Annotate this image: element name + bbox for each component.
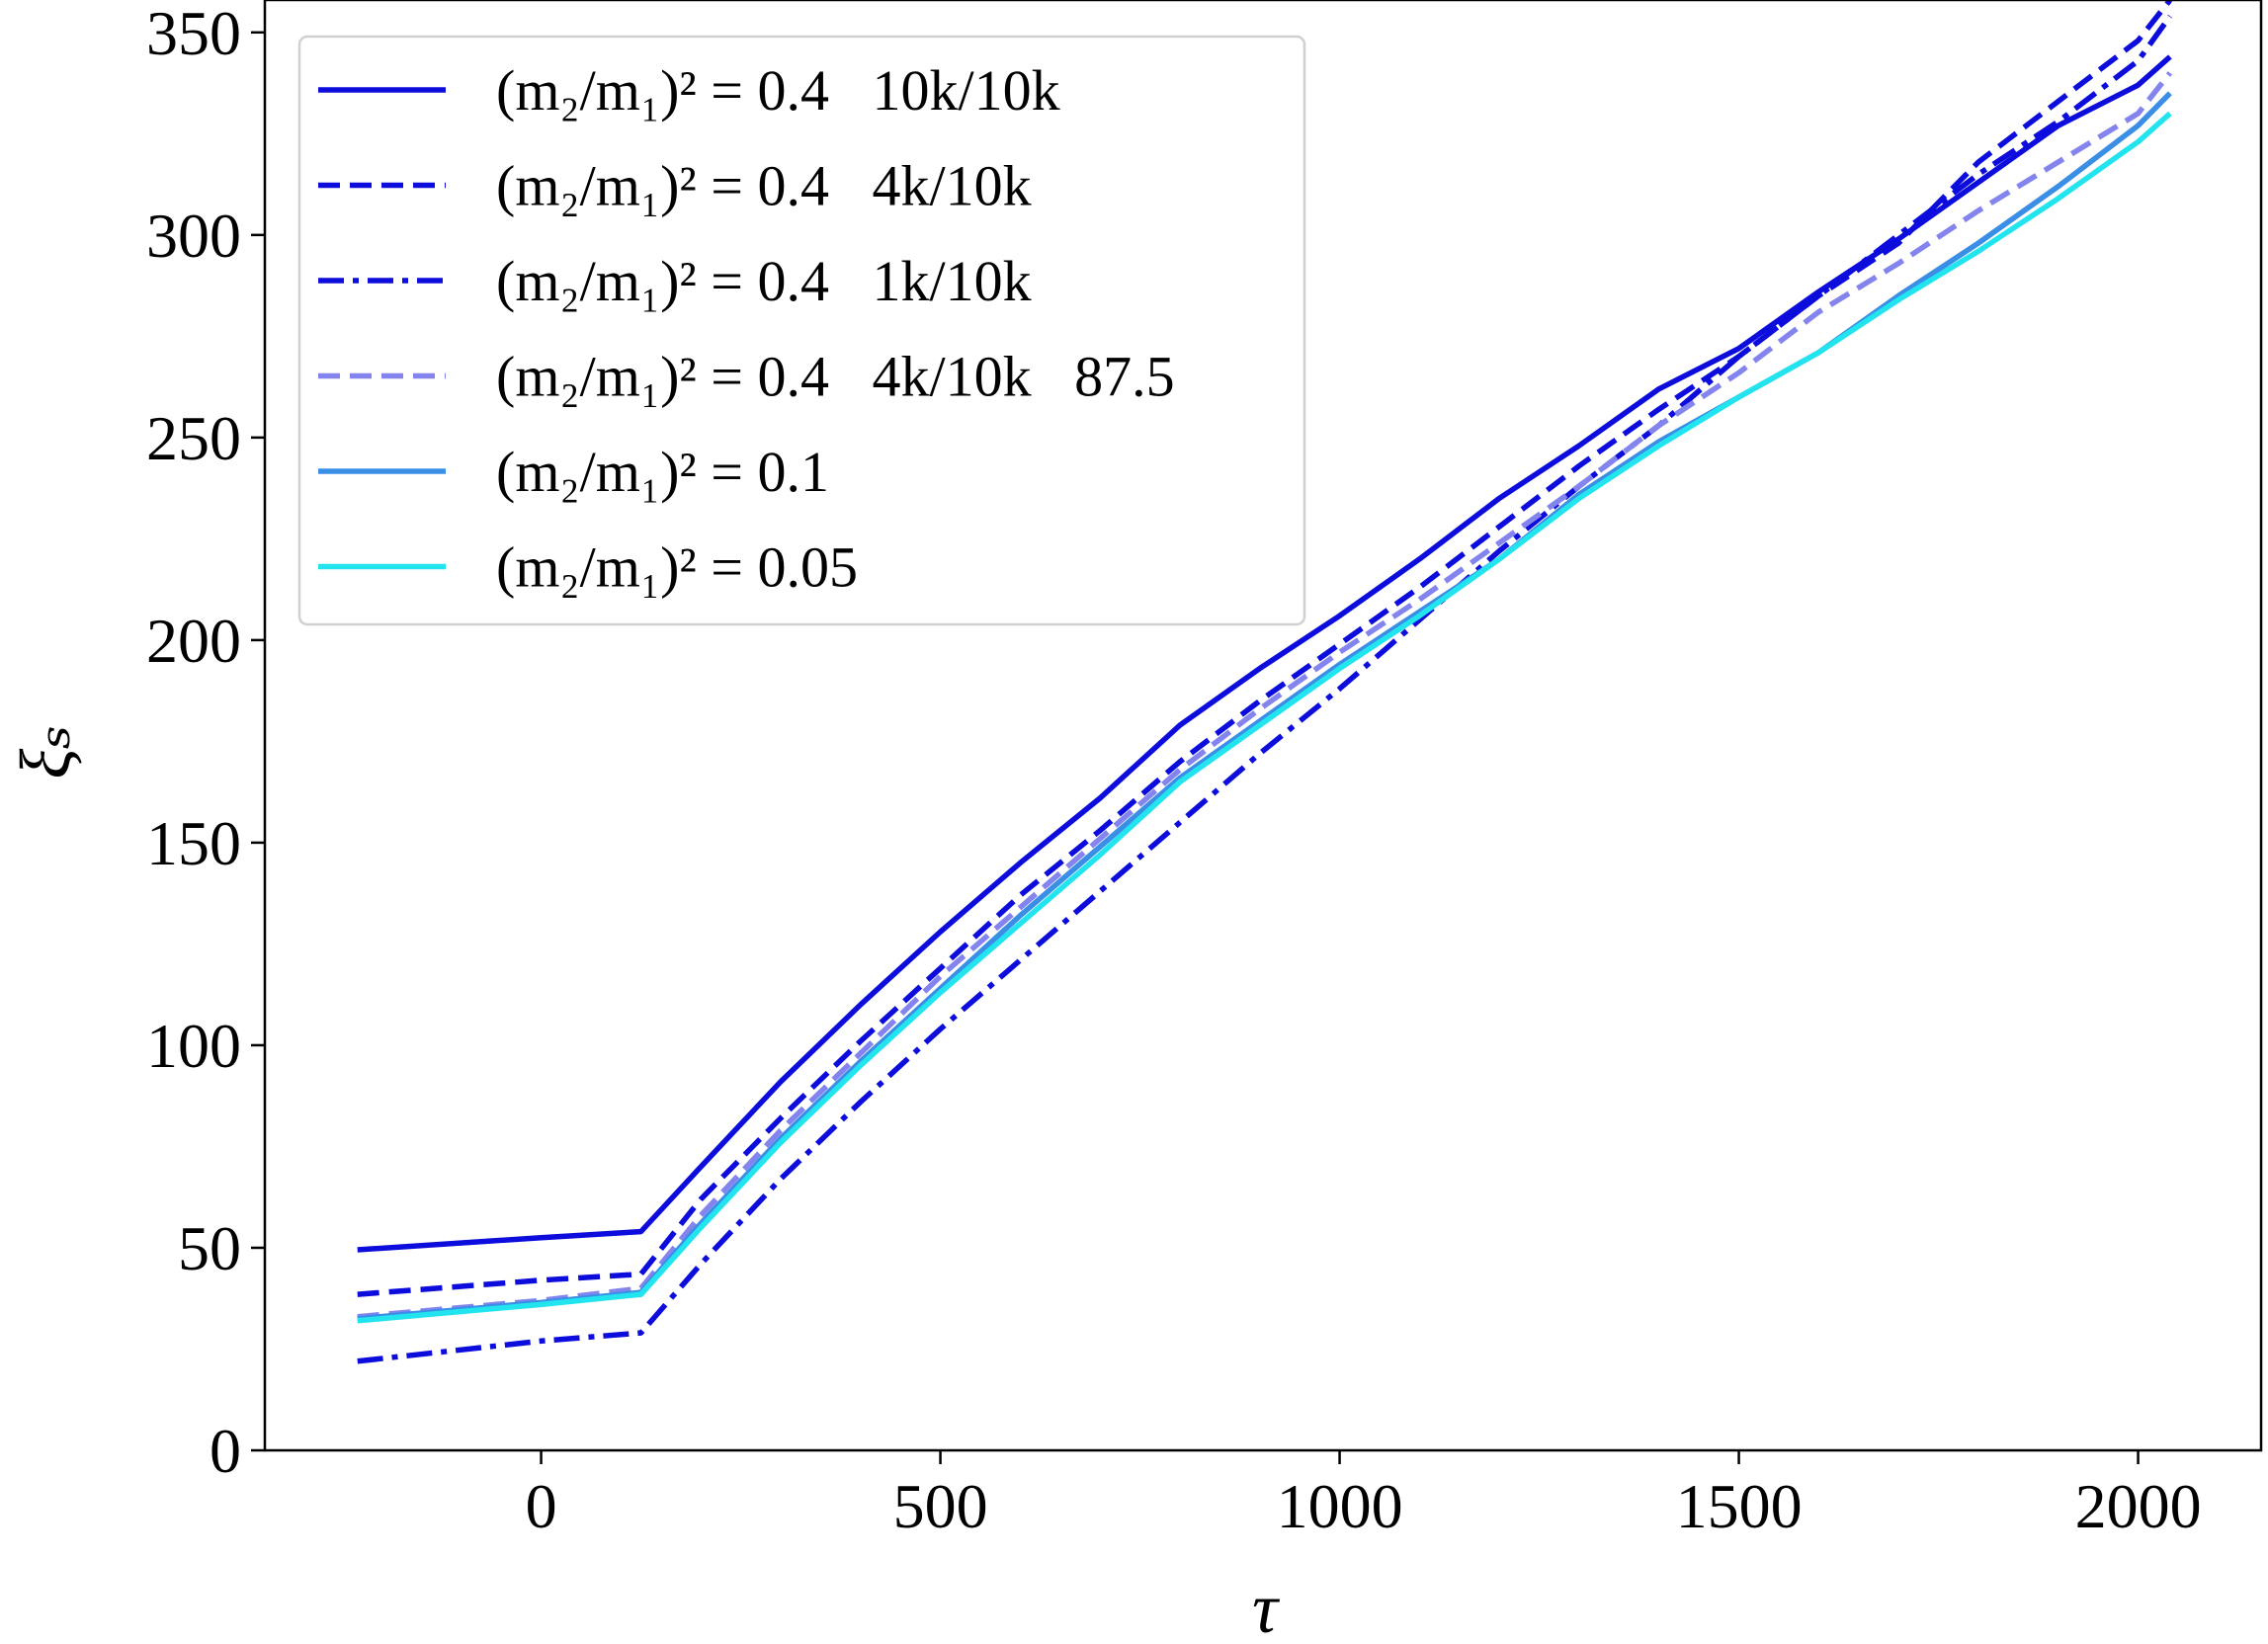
y-tick-label: 200: [146, 606, 241, 676]
legend-label: (m₂/m₁)² = 0.4 10k/10k: [496, 58, 1060, 123]
x-tick-label: 2000: [2075, 1471, 2202, 1541]
plot-lines: [357, 0, 2173, 1364]
x-tick-label: 500: [893, 1471, 988, 1541]
y-tick-label: 50: [178, 1213, 241, 1283]
legend: (m₂/m₁)² = 0.4 10k/10k (m₂/m₁)² = 0.4 4k/…: [297, 35, 1306, 626]
series-line: [357, 91, 2172, 1322]
series-line: [357, 0, 2173, 1297]
y-tick-label: 250: [146, 403, 241, 473]
y-tick-label: 100: [146, 1011, 241, 1081]
series-line: [357, 71, 2173, 1320]
series-line: [357, 111, 2172, 1324]
series-line: [357, 54, 2172, 1253]
x-tick-label: 1000: [1277, 1471, 1403, 1541]
y-tick-label: 300: [146, 201, 241, 271]
legend-label: (m₂/m₁)² = 0.4 4k/10k: [496, 154, 1032, 218]
legend-frame: [297, 35, 1306, 626]
x-tick-label: 0: [526, 1471, 557, 1541]
legend-label: (m₂/m₁)² = 0.4 1k/10k: [496, 249, 1032, 313]
legend-label: (m₂/m₁)² = 0.1: [496, 440, 829, 504]
series-line: [357, 14, 2173, 1364]
legend-label: (m₂/m₁)² = 0.4 4k/10k 87.5: [496, 345, 1175, 409]
x-axis-label: τ: [1252, 1569, 1280, 1644]
y-tick-label: 0: [210, 1416, 241, 1486]
y-axis-label: ξₛ: [6, 724, 85, 779]
y-tick-label: 350: [146, 0, 241, 68]
x-tick-label: 1500: [1676, 1471, 1803, 1541]
legend-label: (m₂/m₁)² = 0.05: [496, 535, 858, 600]
y-tick-label: 150: [146, 808, 241, 878]
plot-frame: [263, 0, 2263, 1452]
